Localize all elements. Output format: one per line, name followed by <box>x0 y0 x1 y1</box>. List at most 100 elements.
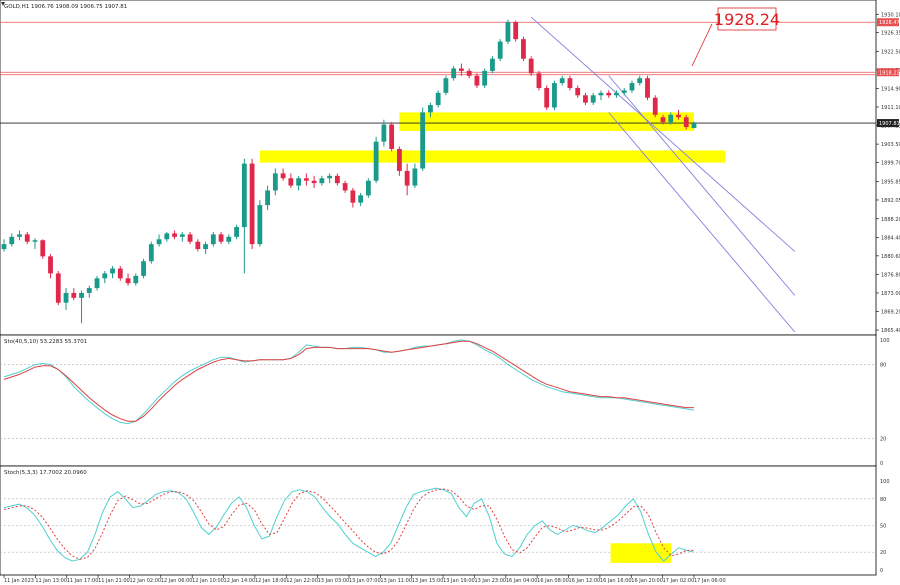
x-tick-label: 17 Jan 02:00 <box>663 578 695 584</box>
price-panel <box>0 0 877 336</box>
candle <box>691 123 697 128</box>
candle <box>1 244 7 250</box>
candle <box>319 178 325 184</box>
stoch-slow-y-tick-label: 0 <box>880 461 883 467</box>
candle <box>420 112 426 169</box>
candle <box>234 227 239 237</box>
candle <box>350 190 356 203</box>
candle <box>24 234 30 242</box>
price-tag-label-resistance-1918: 1918.22 <box>879 70 900 76</box>
y-tick-label: 1911.10 <box>881 105 900 111</box>
candle <box>342 183 348 191</box>
candle <box>606 92 612 96</box>
stoch-fast-y-tick-label: 0 <box>880 568 883 574</box>
x-tick-label: 12 Jan 10:00 <box>192 578 224 584</box>
channel-line <box>608 75 796 296</box>
stoch-fast-highlight-zone <box>610 543 672 563</box>
y-tick-label: 1914.90 <box>881 86 900 92</box>
candle <box>17 234 22 237</box>
candle <box>428 105 433 113</box>
candle <box>490 58 495 71</box>
target-annotation: 1928.24 <box>714 10 780 29</box>
candle <box>373 141 379 181</box>
candle <box>303 178 309 181</box>
candle <box>94 278 100 289</box>
y-tick-label: 1922.50 <box>881 49 900 55</box>
stoch-fast-y-tick-label: 80 <box>880 497 886 503</box>
candle <box>536 73 542 88</box>
candle <box>645 78 650 98</box>
candle <box>614 92 619 96</box>
candle <box>179 234 185 237</box>
candle <box>482 70 488 86</box>
candle <box>79 292 84 298</box>
channel-line <box>608 112 796 333</box>
price-tag-current <box>877 119 899 128</box>
x-tick-label: 16 Jan 04:00 <box>506 578 538 584</box>
y-tick-label: 1869.20 <box>881 310 900 316</box>
y-tick-label: 1873.00 <box>881 291 900 297</box>
x-tick-label: 12 Jan 06:00 <box>161 578 193 584</box>
stochastic-fast-title: Stoch(5,3,3) 17.7002 20.0960 <box>4 470 87 476</box>
candle <box>257 205 263 245</box>
candle <box>218 234 224 242</box>
candle <box>583 95 588 103</box>
candle <box>451 68 457 79</box>
stoch-slow-series-main <box>3 339 695 425</box>
candle <box>296 178 302 186</box>
stoch-slow-y-tick-label: 20 <box>880 436 886 442</box>
candle <box>521 39 526 59</box>
y-tick-label: 1930.10 <box>881 12 900 18</box>
candle <box>311 180 317 184</box>
candle <box>637 78 643 84</box>
x-tick-label: 12 Jan 14:00 <box>224 578 256 584</box>
stoch-slow-y-tick-label: 80 <box>880 363 886 369</box>
stochastic-slow-panel <box>0 334 877 467</box>
x-tick-label: 11 Jan 2023 <box>4 578 34 584</box>
candle <box>265 190 270 206</box>
x-tick-label: 11 Jan 21:00 <box>98 578 130 584</box>
y-tick-label: 1880.60 <box>881 254 900 260</box>
candle <box>497 41 503 59</box>
x-tick-label: 16 Jan 16:00 <box>600 578 632 584</box>
candle <box>668 114 674 123</box>
x-tick-label: 13 Jan 03:00 <box>318 578 350 584</box>
candle <box>102 273 108 279</box>
candle <box>652 97 658 115</box>
candle <box>365 180 371 196</box>
candle <box>567 78 573 88</box>
stoch-slow-y-tick-label: 100 <box>880 338 890 344</box>
candle <box>552 83 557 108</box>
candle <box>288 178 294 186</box>
candle <box>404 170 410 186</box>
candle <box>327 175 333 179</box>
candle <box>621 90 627 93</box>
candle <box>280 173 286 179</box>
candle <box>32 240 38 242</box>
candle <box>474 75 480 86</box>
candle <box>272 173 278 191</box>
x-tick-label: 16 Jan 20:00 <box>631 578 663 584</box>
candle <box>575 87 581 96</box>
y-tick-label: 1899.70 <box>881 161 900 167</box>
candle <box>156 239 162 245</box>
stochastic-fast-panel <box>0 465 877 576</box>
y-tick-label: 1865.40 <box>881 328 900 334</box>
candle <box>544 87 550 108</box>
channel-line <box>530 16 796 252</box>
candle <box>187 234 193 242</box>
candle <box>435 92 441 106</box>
candle <box>40 240 46 257</box>
candle <box>226 236 232 242</box>
candle <box>210 234 216 245</box>
y-tick-label: 1895.85 <box>881 179 900 185</box>
y-tick-label: 1876.80 <box>881 272 900 278</box>
x-tick-label: 13 Jan 11:00 <box>380 578 412 584</box>
price-tag-label-resistance-1928: 1928.47 <box>879 20 900 26</box>
candle <box>133 275 139 284</box>
candle <box>358 195 364 203</box>
candle <box>141 261 146 276</box>
x-tick-label: 13 Jan 19:00 <box>443 578 475 584</box>
candle <box>590 95 596 103</box>
